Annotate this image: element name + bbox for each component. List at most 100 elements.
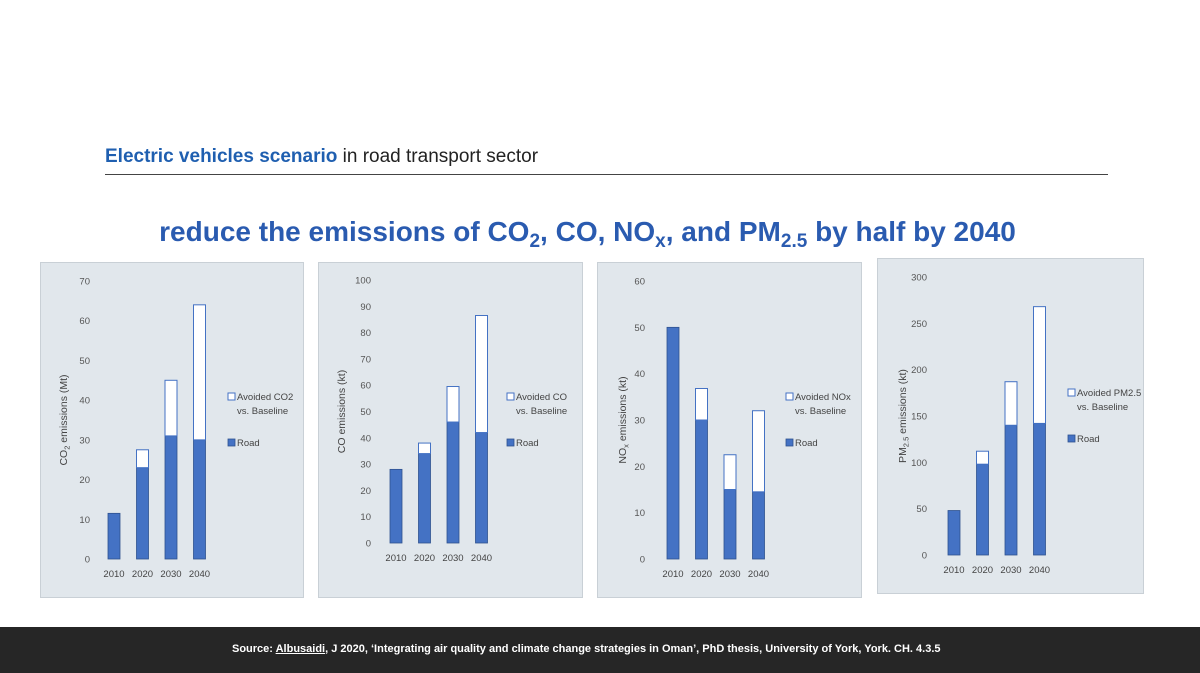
y-tick-label: 70 <box>360 354 371 365</box>
bar-road-2030 <box>1004 424 1018 556</box>
y-tick-label: 20 <box>79 475 90 486</box>
x-tick-label: 2020 <box>132 569 153 580</box>
y-tick-label: 40 <box>634 369 645 380</box>
y-axis-title-subscript: 2 <box>63 446 72 450</box>
x-tick-label: 2030 <box>442 553 463 564</box>
legend-avoided-label: vs. Baseline <box>516 406 567 417</box>
bar-avoided-2040 <box>475 315 488 434</box>
x-tick-label: 2040 <box>471 553 492 564</box>
y-tick-label: 20 <box>360 486 371 497</box>
header-divider <box>105 174 1108 175</box>
y-tick-label: 10 <box>360 512 371 523</box>
y-tick-label: 60 <box>79 316 90 327</box>
legend-avoided-swatch <box>785 392 794 401</box>
bar-avoided-2030 <box>164 379 178 437</box>
legend-avoided-swatch <box>227 392 236 401</box>
bar-road-2040 <box>752 491 765 560</box>
y-axis-title-text: emissions (kt) <box>617 376 629 444</box>
bar-road-2040 <box>193 439 206 560</box>
y-tick-label: 70 <box>79 277 90 288</box>
bar-avoided-2040 <box>1033 306 1046 424</box>
bar-road-2020 <box>136 467 149 560</box>
source-footer: Source: Albusaidi, J 2020, ‘Integrating … <box>0 627 1200 673</box>
legend-avoided-label: Avoided NOx <box>795 392 851 403</box>
y-tick-label: 80 <box>360 328 371 339</box>
headline-part: by half by 2040 <box>807 216 1016 247</box>
legend-avoided-swatch <box>1067 388 1076 397</box>
y-axis-title: CO emissions (kt) <box>336 370 348 453</box>
section-header-accent: Electric vehicles scenario <box>105 146 338 167</box>
headline-subscript: 2.5 <box>780 231 808 252</box>
bar-avoided-2020 <box>418 442 431 455</box>
x-tick-label: 2020 <box>691 569 712 580</box>
chart-pm25: 0 50 100 150 200 250 300 PM2.5 emissions (kt) 20… <box>897 273 1141 577</box>
headline-part: , and PM <box>665 216 781 247</box>
legend-avoided-label: vs. Baseline <box>795 406 846 417</box>
headline-subscript: 2 <box>529 231 541 252</box>
bar-road-2010 <box>666 326 680 560</box>
bar-avoided-2040 <box>193 304 206 441</box>
chart-pm25-panel: 0 50 100 150 200 250 300 PM2.5 emissions (kt) 20… <box>877 258 1144 594</box>
legend-road-swatch <box>227 438 236 447</box>
y-tick-label: 90 <box>360 302 371 313</box>
legend-avoided-label: vs. Baseline <box>237 406 288 417</box>
headline-subscript: x <box>655 231 666 252</box>
y-tick-label: 300 <box>911 273 927 284</box>
x-tick-label: 2030 <box>160 569 181 580</box>
chart-co-panel: 0 10 20 30 40 50 60 70 80 90 100 CO emissions (kt) 2… <box>318 262 583 598</box>
x-tick-label: 2020 <box>414 553 435 564</box>
y-tick-label: 0 <box>922 551 927 562</box>
y-tick-label: 10 <box>634 508 645 519</box>
source-author: Albusaidi <box>275 643 326 655</box>
y-tick-label: 10 <box>79 515 90 526</box>
y-tick-label: 200 <box>911 365 927 376</box>
bar-road-2040 <box>475 432 488 544</box>
bar-road-2040 <box>1033 423 1046 556</box>
headline-part: , CO, NO <box>540 216 656 247</box>
y-axis-title-text: CO <box>58 450 70 466</box>
y-tick-label: 30 <box>360 460 371 471</box>
x-tick-label: 2010 <box>103 569 124 580</box>
y-tick-label: 60 <box>634 277 645 288</box>
chart-co2-panel: 0 10 20 30 40 50 60 70 CO2 emissions (Mt) 2010 202… <box>40 262 304 598</box>
legend-road-swatch <box>785 438 794 447</box>
x-tick-label: 2040 <box>189 569 210 580</box>
bar-avoided-2040 <box>752 410 765 493</box>
chart-nox-panel: 0 10 20 30 40 50 60 NOx emissions (kt) 2010 2020 2… <box>597 262 862 598</box>
section-header-rest: in road transport sector <box>337 146 539 167</box>
x-tick-label: 2040 <box>748 569 769 580</box>
x-tick-label: 2030 <box>1000 565 1021 576</box>
bar-road-2020 <box>695 419 708 560</box>
legend-road-swatch <box>1067 434 1076 443</box>
x-tick-label: 2020 <box>972 565 993 576</box>
bar-avoided-2030 <box>1004 381 1018 426</box>
y-tick-label: 20 <box>634 462 645 473</box>
source-detail: , J 2020, ‘Integrating air quality and c… <box>325 643 941 655</box>
bar-avoided-2020 <box>976 450 989 465</box>
x-tick-label: 2030 <box>719 569 740 580</box>
bar-road-2020 <box>418 453 431 544</box>
bar-avoided-2030 <box>446 386 460 423</box>
y-axis-title-subscript: x <box>622 444 631 448</box>
y-tick-label: 40 <box>79 396 90 407</box>
x-tick-label: 2010 <box>385 553 406 564</box>
y-axis-title-text: CO emissions (kt) <box>336 370 348 453</box>
y-axis-title-text: PM <box>897 447 909 463</box>
legend-avoided-label: Avoided CO <box>516 392 567 403</box>
y-axis-title-text: emissions (kt) <box>897 369 909 437</box>
source-prefix: Source: <box>232 643 276 655</box>
y-tick-label: 150 <box>911 412 927 423</box>
x-tick-label: 2040 <box>1029 565 1050 576</box>
x-tick-label: 2010 <box>662 569 683 580</box>
y-tick-label: 30 <box>79 435 90 446</box>
legend-avoided-label: Avoided PM2.5 <box>1077 388 1141 399</box>
y-axis-title-text: NO <box>617 448 629 464</box>
y-tick-label: 0 <box>85 555 90 566</box>
y-tick-label: 250 <box>911 319 927 330</box>
y-tick-label: 40 <box>360 433 371 444</box>
y-axis-title: PM2.5 emissions (kt) <box>897 369 911 463</box>
bar-avoided-2020 <box>136 449 149 469</box>
bar-avoided-2020 <box>695 387 708 421</box>
